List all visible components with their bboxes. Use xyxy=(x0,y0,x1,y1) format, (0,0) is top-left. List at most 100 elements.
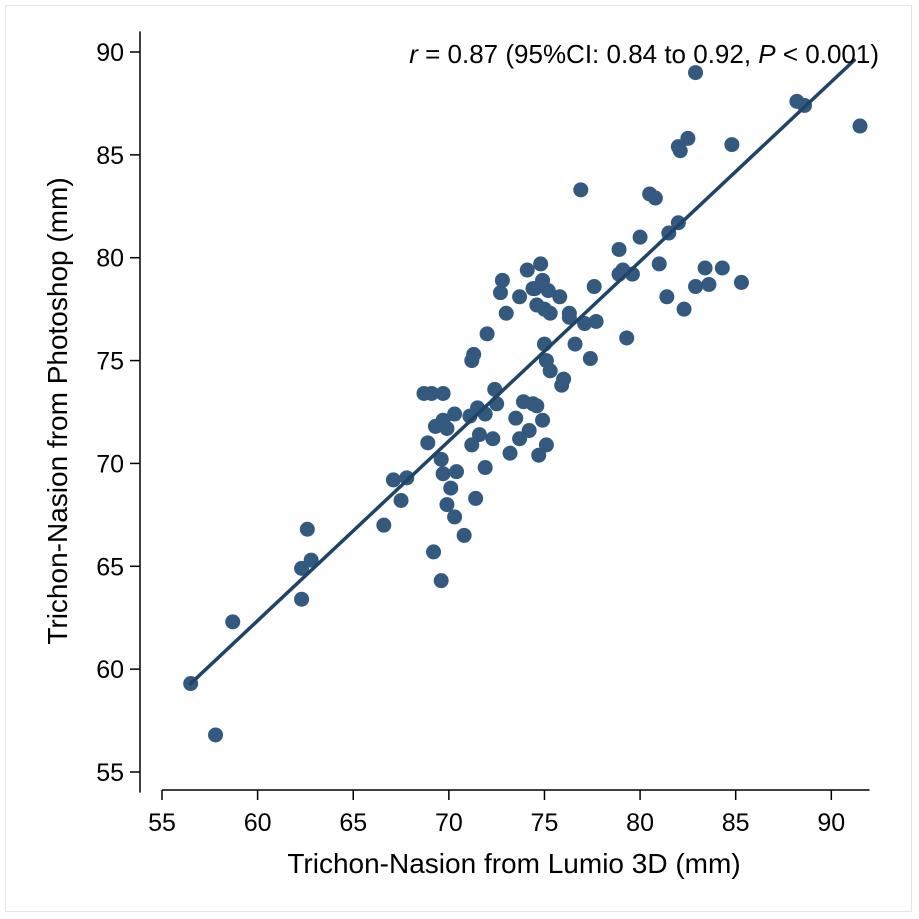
data-point xyxy=(573,182,589,198)
data-point xyxy=(582,351,598,367)
data-points xyxy=(183,65,868,743)
chart-frame xyxy=(5,5,912,912)
data-point xyxy=(479,326,495,342)
data-point xyxy=(647,190,663,206)
data-point xyxy=(533,256,549,272)
data-point xyxy=(399,470,415,486)
data-point xyxy=(426,544,442,560)
y-tick-label: 85 xyxy=(96,142,124,170)
y-tick-label: 75 xyxy=(96,348,124,376)
x-axis-title: Trichon-Nasion from Lumio 3D (mm) xyxy=(287,848,740,879)
x-tick-label: 65 xyxy=(339,809,367,837)
data-point xyxy=(688,65,704,81)
data-point xyxy=(294,591,310,607)
fit-line-layer xyxy=(188,58,857,686)
data-point xyxy=(672,143,688,159)
data-point xyxy=(443,480,459,496)
data-point xyxy=(385,472,401,488)
p-value-text: < 0.001) xyxy=(776,39,879,69)
y-tick-label: 70 xyxy=(96,450,124,478)
data-point xyxy=(303,552,319,568)
data-point xyxy=(433,573,449,589)
data-point xyxy=(552,289,568,305)
y-tick-label: 90 xyxy=(96,39,124,67)
data-point xyxy=(619,330,635,346)
x-tick-label: 60 xyxy=(244,809,272,837)
x-tick-label: 70 xyxy=(435,809,463,837)
data-point xyxy=(680,130,696,146)
p-symbol: P xyxy=(758,39,776,69)
data-point xyxy=(512,289,528,305)
x-tick-label: 55 xyxy=(148,809,176,837)
data-point xyxy=(466,346,482,362)
data-point xyxy=(651,256,667,272)
data-point xyxy=(733,274,749,290)
data-point xyxy=(456,527,472,543)
data-point xyxy=(535,412,551,428)
data-point xyxy=(508,410,524,426)
data-point xyxy=(714,260,730,276)
data-point xyxy=(529,398,545,414)
data-point xyxy=(420,435,436,451)
data-point xyxy=(611,241,627,257)
data-point xyxy=(556,371,572,387)
r-symbol: r xyxy=(409,39,419,69)
r-value-text: = 0.87 (95%CI: 0.84 to 0.92, xyxy=(418,39,758,69)
data-point xyxy=(299,521,315,537)
data-point xyxy=(676,301,692,317)
data-point xyxy=(852,118,868,134)
y-tick-label: 60 xyxy=(96,656,124,684)
data-point xyxy=(435,385,451,401)
data-point xyxy=(448,464,464,480)
data-point xyxy=(471,427,487,443)
data-point xyxy=(567,336,583,352)
data-point xyxy=(424,385,440,401)
x-tick-label: 85 xyxy=(722,809,750,837)
data-point xyxy=(494,272,510,288)
data-point xyxy=(588,313,604,329)
data-point xyxy=(542,305,558,321)
data-point xyxy=(659,289,675,305)
y-tick-label: 80 xyxy=(96,245,124,273)
data-point xyxy=(435,466,451,482)
data-point xyxy=(447,406,463,422)
data-point xyxy=(208,727,224,743)
y-tick-label: 65 xyxy=(96,553,124,581)
data-point xyxy=(447,509,463,525)
data-point xyxy=(498,305,514,321)
data-point xyxy=(439,420,455,436)
data-point xyxy=(531,447,547,463)
data-point xyxy=(502,445,518,461)
data-point xyxy=(542,363,558,379)
data-point xyxy=(468,490,484,506)
data-point xyxy=(439,497,455,513)
data-point xyxy=(688,279,704,295)
data-point xyxy=(540,283,556,299)
regression-line xyxy=(188,58,857,686)
data-point xyxy=(670,215,686,231)
data-point xyxy=(464,437,480,453)
data-point xyxy=(586,279,602,295)
correlation-annotation: r = 0.87 (95%CI: 0.84 to 0.92, P < 0.001… xyxy=(409,39,879,69)
data-point xyxy=(724,137,740,153)
data-point xyxy=(519,262,535,278)
x-tick-label: 75 xyxy=(531,809,559,837)
data-point xyxy=(485,431,501,447)
data-point xyxy=(477,460,493,476)
axes: 55 60 65 70 75 80 85 90 55 60 65 70 75 80 85 90 xyxy=(96,31,870,837)
data-point xyxy=(492,285,508,301)
data-point xyxy=(376,517,392,533)
data-point xyxy=(225,614,241,630)
data-point xyxy=(393,492,409,508)
data-point xyxy=(433,451,449,467)
x-tick-label: 80 xyxy=(626,809,654,837)
data-point xyxy=(521,423,537,439)
x-tick-label: 90 xyxy=(817,809,845,837)
y-tick-label: 55 xyxy=(96,759,124,787)
data-point xyxy=(701,276,717,292)
data-point xyxy=(632,229,648,245)
data-point xyxy=(577,316,593,332)
y-axis-title: Trichon-Nasion from Photoshop (mm) xyxy=(42,177,73,644)
data-point xyxy=(697,260,713,276)
